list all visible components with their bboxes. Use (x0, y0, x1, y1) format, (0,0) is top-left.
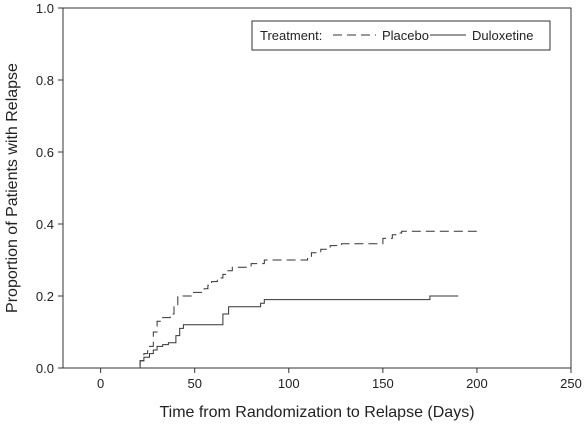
y-tick-label: 0.0 (36, 361, 54, 376)
legend-duloxetine-label: Duloxetine (472, 28, 533, 43)
x-tick-label: 0 (97, 376, 104, 391)
y-tick-label: 0.2 (36, 289, 54, 304)
plot-frame (62, 7, 572, 369)
x-tick-label: 250 (560, 376, 582, 391)
series-layer (100, 230, 481, 369)
x-axis-ticks: 0 50 100 150 200 250 (97, 368, 582, 391)
plot-border (62, 7, 572, 369)
x-tick-label: 200 (466, 376, 488, 391)
y-axis-ticks: 0.0 0.2 0.4 0.6 0.8 1.0 (36, 1, 63, 376)
x-axis-title: Time from Randomization to Relapse (Days… (159, 404, 474, 421)
y-tick-label: 0.6 (36, 145, 54, 160)
y-tick-label: 0.8 (36, 73, 54, 88)
legend-box (251, 20, 551, 51)
legend-title: Treatment: (260, 28, 322, 43)
x-tick-label: 100 (278, 376, 300, 391)
y-tick-label: 0.4 (36, 217, 54, 232)
x-tick-label: 150 (372, 376, 394, 391)
y-tick-label: 1.0 (36, 1, 54, 16)
legend: Treatment: Placebo Duloxetine (251, 20, 551, 51)
x-tick-label: 50 (187, 376, 201, 391)
series-line-placebo (100, 230, 481, 369)
legend-placebo-label: Placebo (382, 28, 429, 43)
y-axis-title: Proportion of Patients with Relapse (4, 63, 21, 313)
series-line-duloxetine (100, 295, 459, 369)
